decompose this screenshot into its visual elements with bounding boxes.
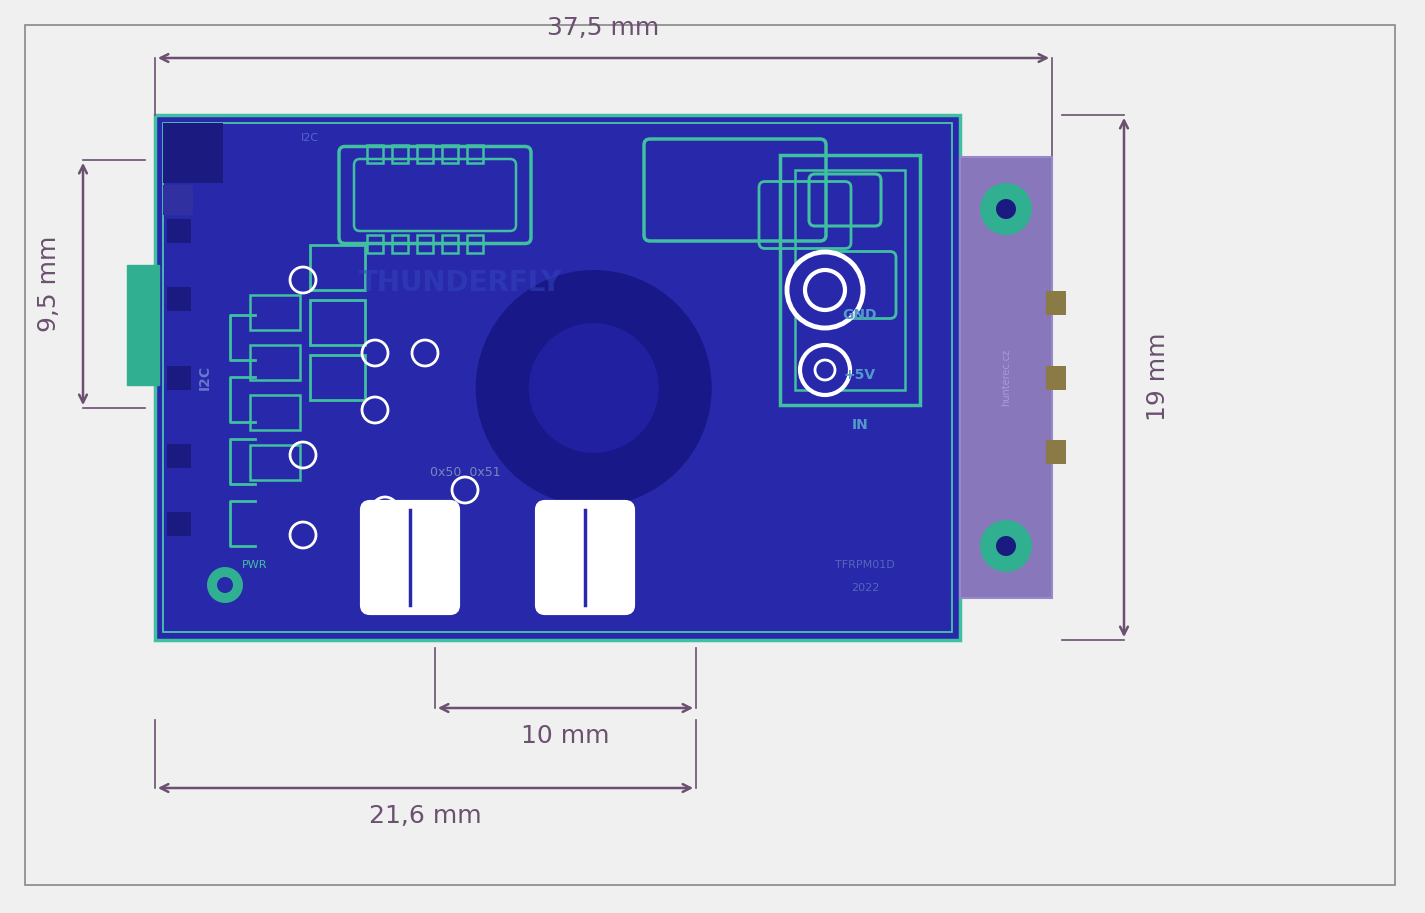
Bar bbox=[167, 218, 191, 243]
Bar bbox=[467, 145, 483, 163]
Bar bbox=[442, 145, 457, 163]
Bar bbox=[162, 123, 952, 632]
Bar bbox=[442, 235, 457, 253]
Bar bbox=[162, 123, 222, 183]
Circle shape bbox=[799, 345, 849, 395]
Bar bbox=[795, 170, 905, 390]
Text: 9,5 mm: 9,5 mm bbox=[37, 236, 61, 332]
Bar bbox=[779, 155, 921, 405]
Bar bbox=[1046, 365, 1066, 390]
Text: 10 mm: 10 mm bbox=[520, 724, 610, 748]
Text: PWR: PWR bbox=[242, 560, 268, 570]
Circle shape bbox=[529, 323, 658, 453]
Bar bbox=[249, 345, 301, 380]
Circle shape bbox=[815, 360, 835, 380]
Bar bbox=[392, 145, 408, 163]
Bar bbox=[311, 300, 365, 345]
Circle shape bbox=[217, 577, 234, 593]
Text: I2C: I2C bbox=[301, 133, 319, 143]
Text: IN: IN bbox=[852, 418, 868, 432]
Text: 19 mm: 19 mm bbox=[1146, 332, 1170, 421]
Text: THUNDERFLY: THUNDERFLY bbox=[359, 269, 563, 297]
Bar bbox=[249, 445, 301, 480]
Circle shape bbox=[207, 567, 244, 603]
Circle shape bbox=[805, 270, 845, 310]
Bar bbox=[155, 115, 960, 640]
Bar bbox=[418, 145, 433, 163]
Circle shape bbox=[980, 520, 1032, 572]
Bar bbox=[167, 445, 191, 468]
Bar bbox=[162, 185, 192, 215]
Bar bbox=[167, 365, 191, 390]
Text: 0x50  0x51: 0x50 0x51 bbox=[430, 466, 500, 478]
Text: +5V: +5V bbox=[844, 368, 876, 382]
Circle shape bbox=[787, 252, 864, 328]
Text: 21,6 mm: 21,6 mm bbox=[369, 804, 482, 828]
Text: 37,5 mm: 37,5 mm bbox=[547, 16, 660, 40]
Circle shape bbox=[996, 536, 1016, 556]
Text: TFRPM01D: TFRPM01D bbox=[835, 560, 895, 570]
Bar bbox=[249, 295, 301, 330]
Bar bbox=[960, 157, 1052, 598]
Bar bbox=[418, 235, 433, 253]
Bar bbox=[392, 235, 408, 253]
FancyBboxPatch shape bbox=[537, 502, 633, 613]
Bar bbox=[167, 512, 191, 537]
Circle shape bbox=[996, 199, 1016, 219]
Bar bbox=[1046, 440, 1066, 465]
Text: 2022: 2022 bbox=[851, 583, 879, 593]
Bar bbox=[467, 235, 483, 253]
Bar bbox=[167, 287, 191, 310]
Text: hunterec.cz: hunterec.cz bbox=[1000, 349, 1010, 405]
Bar bbox=[311, 245, 365, 290]
Bar bbox=[249, 395, 301, 430]
FancyBboxPatch shape bbox=[362, 502, 457, 613]
Text: GND: GND bbox=[842, 308, 878, 322]
Bar bbox=[1046, 290, 1066, 315]
Bar bbox=[368, 145, 383, 163]
Bar bbox=[127, 265, 160, 385]
Circle shape bbox=[980, 183, 1032, 235]
Circle shape bbox=[476, 270, 711, 506]
Bar bbox=[368, 235, 383, 253]
Text: I2C: I2C bbox=[198, 364, 212, 390]
Bar bbox=[311, 355, 365, 400]
